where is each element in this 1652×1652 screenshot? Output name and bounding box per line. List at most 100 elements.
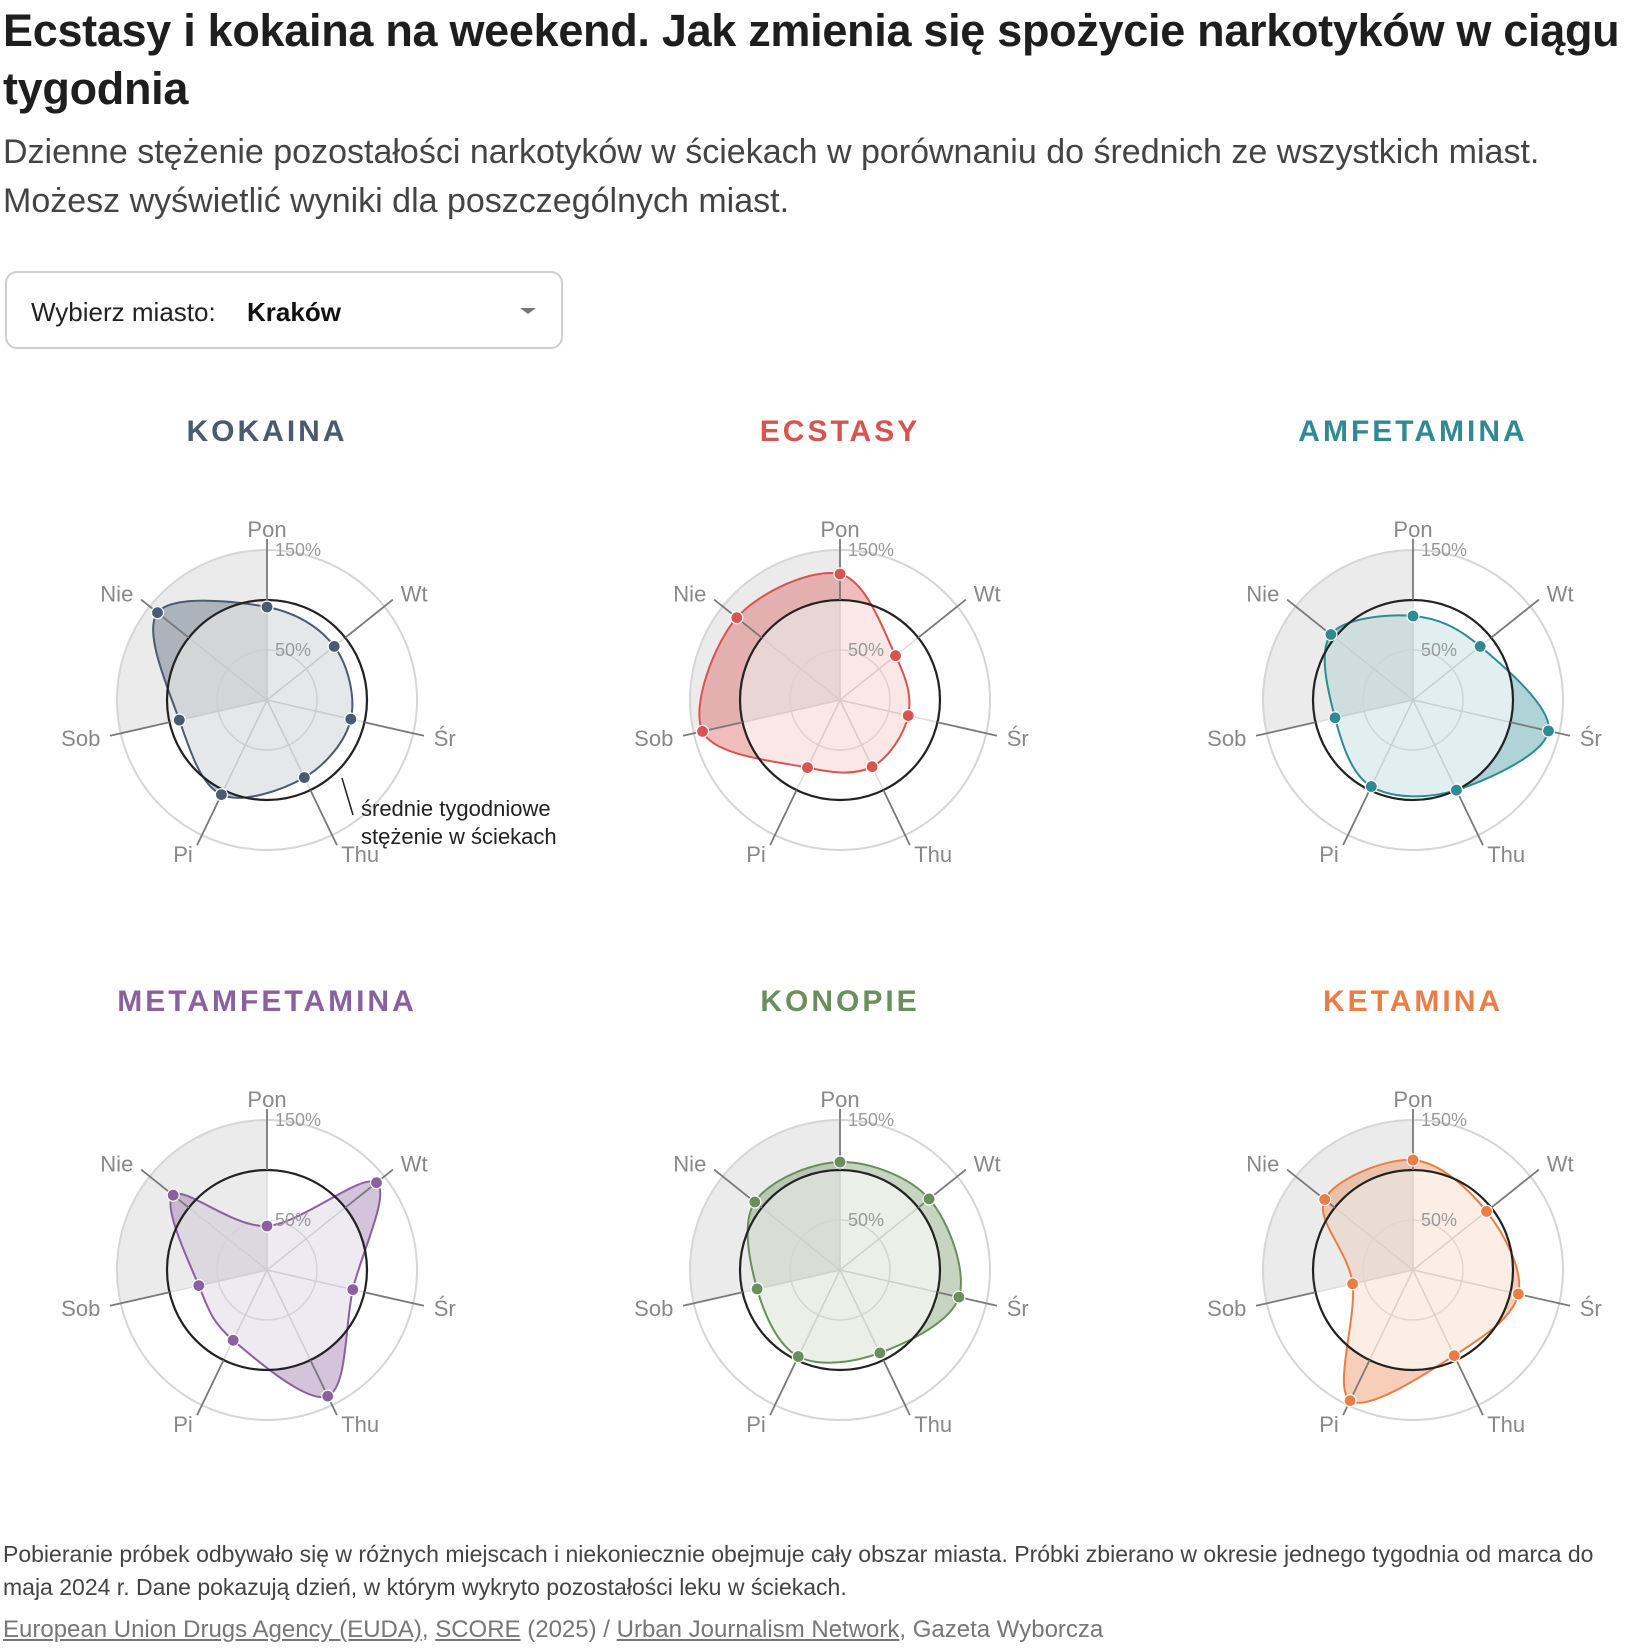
day-label-pon: Pon: [820, 517, 859, 542]
city-select-value: Kraków: [247, 297, 341, 327]
source-separator: ,: [421, 1616, 436, 1643]
chart-title-metamfetamina: METAMFETAMINA: [117, 985, 417, 1018]
ring-label-50: 50%: [275, 640, 311, 660]
data-point-nie: [150, 606, 165, 620]
page-title: Ecstasy i kokaina na weekend. Jak zmieni…: [3, 5, 1620, 114]
day-label--r: Śr: [1007, 726, 1029, 751]
data-point-sob: [192, 1279, 206, 1293]
day-label-thu: Thu: [341, 1412, 379, 1437]
data-point-wt: [888, 649, 903, 663]
data-point-sob: [1328, 711, 1342, 725]
day-label-thu: Thu: [1487, 842, 1525, 867]
chevron-down-icon: [520, 308, 536, 314]
data-point-thu: [321, 1389, 335, 1403]
data-point-sob: [1345, 1277, 1360, 1291]
spoke-wt: [344, 598, 394, 639]
chart-title-kokaina: KOKAINA: [187, 415, 348, 448]
spoke-thu: [309, 789, 338, 846]
data-point-thu: [1447, 1348, 1461, 1363]
spoke-nie: [140, 598, 190, 639]
weekend-shade: [690, 550, 840, 734]
series-fill: [1322, 1159, 1520, 1403]
data-point-wt: [327, 639, 341, 654]
data-point-pon: [1406, 1153, 1420, 1167]
ring-label-50: 50%: [848, 640, 884, 660]
source-link-score[interactable]: SCORE: [435, 1616, 521, 1643]
day-label-pon: Pon: [247, 517, 286, 542]
spoke--r: [364, 721, 425, 737]
spoke-sob: [682, 1291, 743, 1307]
day-label-wt: Wt: [1547, 581, 1574, 606]
day-label-sob: Sob: [1207, 1296, 1246, 1321]
spoke--r: [937, 721, 998, 737]
ring-label-150: 150%: [1421, 1110, 1467, 1130]
day-label-thu: Thu: [1487, 1412, 1525, 1437]
spoke-sob: [682, 721, 743, 737]
series-fill: [1324, 615, 1549, 797]
data-point-sob: [695, 724, 710, 738]
spoke-thu: [882, 789, 911, 846]
spoke-sob: [1255, 1291, 1316, 1307]
spoke-pi: [1342, 789, 1371, 846]
data-point-nie: [730, 611, 744, 625]
data-point-pon: [1406, 609, 1420, 623]
day-label--r: Śr: [1007, 1296, 1029, 1321]
data-point-thu: [873, 1346, 887, 1360]
data-point-wt: [369, 1176, 384, 1190]
spoke-wt: [917, 598, 967, 639]
day-label-pi: Pi: [173, 842, 193, 867]
series-fill: [170, 1181, 381, 1398]
source-link-ujn[interactable]: Urban Journalism Network: [616, 1616, 900, 1643]
day-label-wt: Wt: [974, 1151, 1001, 1176]
ring-label-50: 50%: [848, 1210, 884, 1230]
day-label-sob: Sob: [61, 1296, 100, 1321]
ring-label-150: 150%: [848, 540, 894, 560]
data-point-thu: [1449, 783, 1464, 797]
ring-label-150: 150%: [275, 540, 321, 560]
spoke-wt: [344, 1168, 394, 1209]
series-line: [1323, 614, 1550, 798]
data-point--r: [344, 712, 358, 726]
day-label-nie: Nie: [1246, 581, 1279, 606]
data-point-pi: [1364, 779, 1378, 794]
data-point-pon: [260, 600, 274, 614]
day-label-thu: Thu: [914, 1412, 952, 1437]
day-label-pon: Pon: [1393, 517, 1432, 542]
weekend-shade: [1263, 550, 1413, 734]
ring-label-150: 150%: [848, 1110, 894, 1130]
weekend-shade: [690, 1120, 840, 1304]
spoke-pi: [769, 1359, 798, 1416]
data-point-sob: [172, 713, 186, 727]
day-label-nie: Nie: [1246, 1151, 1279, 1176]
spoke-wt: [1490, 598, 1540, 639]
day-label-pon: Pon: [820, 1087, 859, 1112]
spoke--r: [937, 1291, 998, 1307]
data-point-pi: [214, 787, 229, 802]
data-point--r: [1511, 1287, 1525, 1301]
data-point-wt: [922, 1192, 936, 1206]
weekend-shade: [117, 1120, 267, 1304]
day-label-pon: Pon: [1393, 1087, 1432, 1112]
data-point-wt: [1473, 639, 1487, 654]
data-point-wt: [1479, 1204, 1494, 1219]
data-point-thu: [865, 760, 879, 774]
data-point--r: [1541, 724, 1556, 738]
data-point-thu: [297, 770, 311, 785]
day-label-pon: Pon: [247, 1087, 286, 1112]
spoke--r: [364, 1291, 425, 1307]
day-label-wt: Wt: [1547, 1151, 1574, 1176]
footer-note: Pobieranie próbek odbywało się w różnych…: [3, 1541, 1594, 1600]
spoke-sob: [109, 1291, 170, 1307]
data-point--r: [346, 1283, 360, 1297]
annotation-leader: [341, 777, 354, 816]
weekend-shade: [117, 550, 267, 734]
source-link-euda[interactable]: European Union Drugs Agency (EUDA): [3, 1616, 422, 1643]
city-select[interactable]: Wybierz miasto: Kraków: [5, 271, 563, 349]
day-label-wt: Wt: [974, 581, 1001, 606]
annotation-line-1: średnie tygodniowe: [361, 796, 551, 821]
radar-chart-metamfetamina: METAMFETAMINA Pon Wt Śr Thu Pi Sob Nie 50% 150%: [61, 985, 456, 1437]
series-fill: [699, 572, 910, 773]
day-label-nie: Nie: [673, 1151, 706, 1176]
day-label-thu: Thu: [914, 842, 952, 867]
spoke-wt: [1490, 1168, 1540, 1209]
